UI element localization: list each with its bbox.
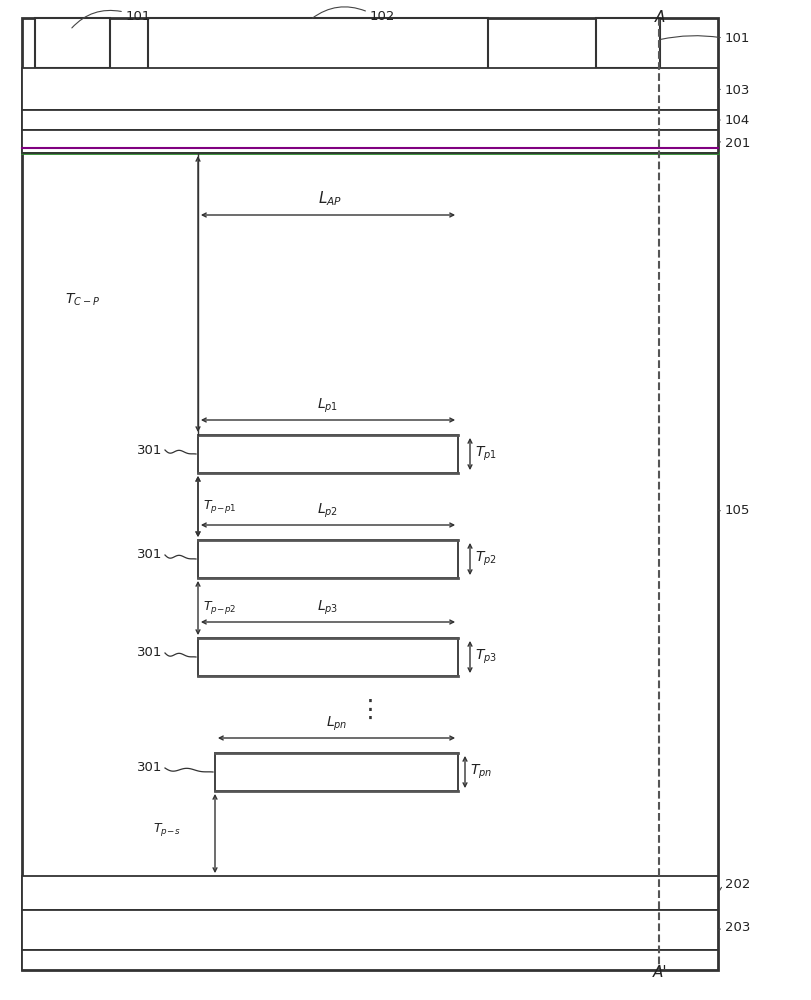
Bar	[22, 68, 717, 110]
Text: 301: 301	[136, 444, 162, 456]
Text: $L_{p2}$: $L_{p2}$	[317, 502, 338, 520]
Text: 101: 101	[724, 32, 749, 45]
Bar	[35, 18, 109, 68]
Bar	[198, 540, 457, 578]
Bar	[215, 753, 457, 791]
Text: 202: 202	[724, 878, 749, 891]
Text: 201: 201	[724, 137, 749, 150]
Bar	[22, 876, 717, 910]
Text: $T_{p\!-\!s}$: $T_{p\!-\!s}$	[152, 821, 180, 838]
Text: $T_{p1}$: $T_{p1}$	[474, 445, 496, 463]
Text: $T_{p2}$: $T_{p2}$	[474, 550, 496, 568]
Text: 101: 101	[126, 10, 151, 23]
Text: 104: 104	[724, 114, 749, 127]
Text: A': A'	[652, 965, 667, 980]
Text: A: A	[654, 10, 664, 25]
Bar	[198, 638, 457, 676]
Text: $T_{p\!-\!p1}$: $T_{p\!-\!p1}$	[203, 498, 236, 515]
Text: $T_{p3}$: $T_{p3}$	[474, 648, 496, 666]
Text: 203: 203	[724, 921, 749, 934]
Text: 301: 301	[136, 647, 162, 660]
Text: 301: 301	[136, 761, 162, 774]
Bar	[22, 950, 717, 970]
Text: $T_{C-P}$: $T_{C-P}$	[65, 292, 100, 308]
Text: 103: 103	[724, 84, 749, 97]
Text: 301: 301	[136, 548, 162, 562]
Text: $L_{pn}$: $L_{pn}$	[325, 715, 347, 733]
Text: $T_{p\!-\!p2}$: $T_{p\!-\!p2}$	[203, 599, 236, 616]
Bar	[22, 130, 717, 153]
Bar	[198, 435, 457, 473]
Bar	[22, 910, 717, 950]
Text: $L_{AP}$: $L_{AP}$	[318, 189, 341, 208]
Text: 105: 105	[724, 504, 749, 516]
Text: ⋮: ⋮	[357, 698, 382, 722]
Text: $L_{p1}$: $L_{p1}$	[317, 397, 338, 415]
Text: $T_{pn}$: $T_{pn}$	[470, 763, 491, 781]
Text: 102: 102	[370, 10, 395, 23]
Text: $L_{p3}$: $L_{p3}$	[317, 599, 338, 617]
Bar	[22, 110, 717, 130]
Bar	[22, 18, 717, 970]
Bar	[595, 18, 659, 68]
Bar	[148, 18, 487, 75]
